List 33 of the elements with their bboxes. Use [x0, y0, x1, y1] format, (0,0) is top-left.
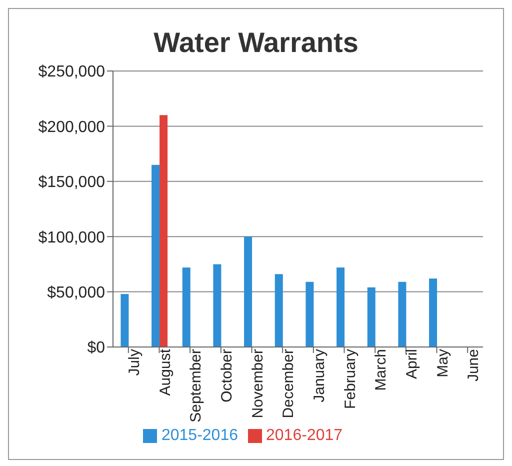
y-tick-label: $150,000 — [38, 174, 106, 192]
bar — [152, 164, 160, 347]
x-tick-label: June — [465, 349, 482, 382]
bar — [160, 115, 168, 347]
x-tick-label: February — [342, 348, 359, 410]
legend-label: 2015-2016 — [161, 427, 238, 444]
bar — [213, 264, 222, 347]
bar — [429, 278, 438, 347]
y-tick-label: $0 — [87, 340, 106, 357]
y-tick-label: $100,000 — [38, 229, 106, 246]
x-tick-label: December — [280, 349, 298, 418]
x-tick-label: May — [434, 348, 452, 378]
x-tick-label: July — [126, 348, 144, 376]
bar — [182, 268, 190, 347]
bar — [120, 294, 129, 347]
x-tick-label: January — [311, 348, 328, 402]
bar — [398, 282, 406, 347]
chart-title: Water Warrants — [152, 27, 360, 59]
x-tick-label: April — [404, 349, 421, 380]
bar — [367, 287, 376, 347]
bar — [336, 268, 345, 347]
x-tick-label: March — [372, 349, 390, 391]
bar — [274, 274, 283, 347]
x-tick-label: October — [218, 349, 236, 402]
y-tick-label: $50,000 — [47, 284, 106, 302]
bar — [306, 282, 314, 347]
legend-label: 2016-2017 — [266, 427, 343, 444]
bar — [244, 236, 252, 347]
x-tick-label: August — [156, 348, 174, 396]
x-tick-label: September — [188, 348, 205, 422]
y-tick-label: $250,000 — [38, 64, 106, 81]
y-tick-label: $200,000 — [38, 118, 106, 136]
x-tick-label: November — [249, 349, 266, 418]
